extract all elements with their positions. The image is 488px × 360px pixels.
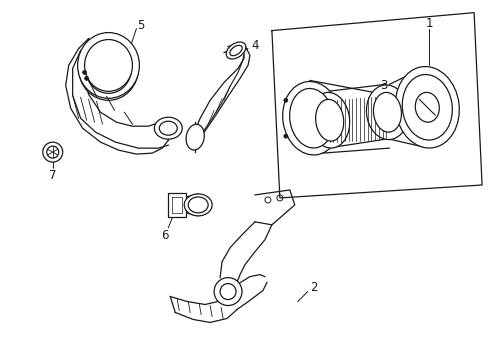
Text: 3: 3: [379, 79, 386, 92]
Ellipse shape: [226, 42, 245, 59]
Ellipse shape: [366, 85, 407, 140]
Text: 4: 4: [251, 39, 258, 52]
Ellipse shape: [184, 194, 212, 216]
Ellipse shape: [220, 284, 236, 300]
Text: 6: 6: [161, 229, 169, 242]
Ellipse shape: [186, 124, 204, 150]
Ellipse shape: [402, 75, 451, 140]
Ellipse shape: [229, 45, 242, 56]
Ellipse shape: [159, 121, 177, 135]
Ellipse shape: [78, 32, 139, 98]
Ellipse shape: [42, 142, 62, 162]
Ellipse shape: [85, 44, 131, 93]
Ellipse shape: [414, 93, 438, 122]
FancyBboxPatch shape: [168, 193, 186, 217]
Ellipse shape: [283, 98, 287, 102]
Text: 7: 7: [49, 168, 57, 181]
Ellipse shape: [282, 81, 340, 155]
Ellipse shape: [315, 99, 343, 141]
Ellipse shape: [373, 93, 401, 132]
Ellipse shape: [82, 71, 86, 75]
Ellipse shape: [394, 67, 458, 148]
Text: 2: 2: [309, 281, 317, 294]
Text: 1: 1: [425, 17, 432, 30]
Ellipse shape: [79, 37, 138, 100]
Ellipse shape: [289, 89, 333, 148]
Ellipse shape: [309, 93, 349, 148]
Ellipse shape: [283, 134, 287, 138]
Ellipse shape: [84, 40, 132, 91]
Ellipse shape: [214, 278, 242, 306]
Ellipse shape: [154, 117, 182, 139]
Ellipse shape: [188, 197, 208, 213]
Ellipse shape: [47, 146, 59, 158]
Ellipse shape: [84, 76, 88, 80]
Text: 5: 5: [137, 19, 144, 32]
